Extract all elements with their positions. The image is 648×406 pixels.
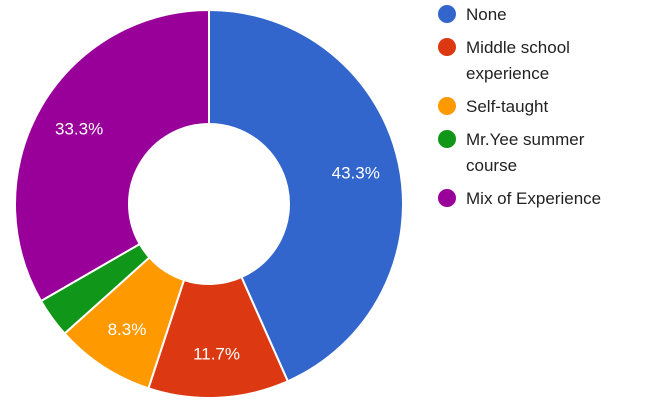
legend-label: None	[466, 2, 507, 28]
legend-label-line: None	[466, 5, 507, 24]
legend-item[interactable]: None	[438, 2, 644, 28]
pie-slice-1[interactable]	[147, 275, 290, 399]
legend-label: Mix of Experience	[466, 186, 601, 212]
legend-label-line: experience	[466, 64, 550, 83]
pie-slice-0[interactable]	[208, 8, 404, 383]
legend-item[interactable]: Mix of Experience	[438, 186, 644, 212]
legend-swatch	[438, 38, 456, 56]
legend-label: Middle school experience	[466, 35, 570, 87]
legend-label: Self-taught	[466, 94, 548, 120]
donut-chart: 43.3% 11.7% 8.3% 33.3%	[14, 8, 404, 399]
legend-swatch	[438, 5, 456, 23]
chart-legend: None Middle school experience Self-taught Mr…	[438, 2, 644, 219]
legend-swatch	[438, 189, 456, 207]
legend-swatch	[438, 130, 456, 148]
legend-label-line: Middle school	[466, 38, 570, 57]
legend-label: Mr.Yee summer course	[466, 127, 584, 179]
legend-label-line: Self-taught	[466, 97, 549, 116]
legend-label-line: Mr.Yee summer	[466, 130, 585, 149]
legend-label-line: course	[466, 156, 518, 175]
legend-swatch	[438, 97, 456, 115]
legend-item[interactable]: Middle school experience	[438, 35, 644, 87]
slice-data-label-4: 33.3%	[55, 120, 103, 139]
slice-data-label-2: 8.3%	[108, 320, 147, 339]
legend-item[interactable]: Self-taught	[438, 94, 644, 120]
slice-data-label-1: 11.7%	[193, 344, 240, 363]
legend-label-line: Mix of Experience	[466, 189, 602, 208]
legend-item[interactable]: Mr.Yee summer course	[438, 127, 644, 179]
pie-slice-4[interactable]	[14, 8, 210, 303]
slice-data-label-0: 43.3%	[332, 163, 380, 182]
